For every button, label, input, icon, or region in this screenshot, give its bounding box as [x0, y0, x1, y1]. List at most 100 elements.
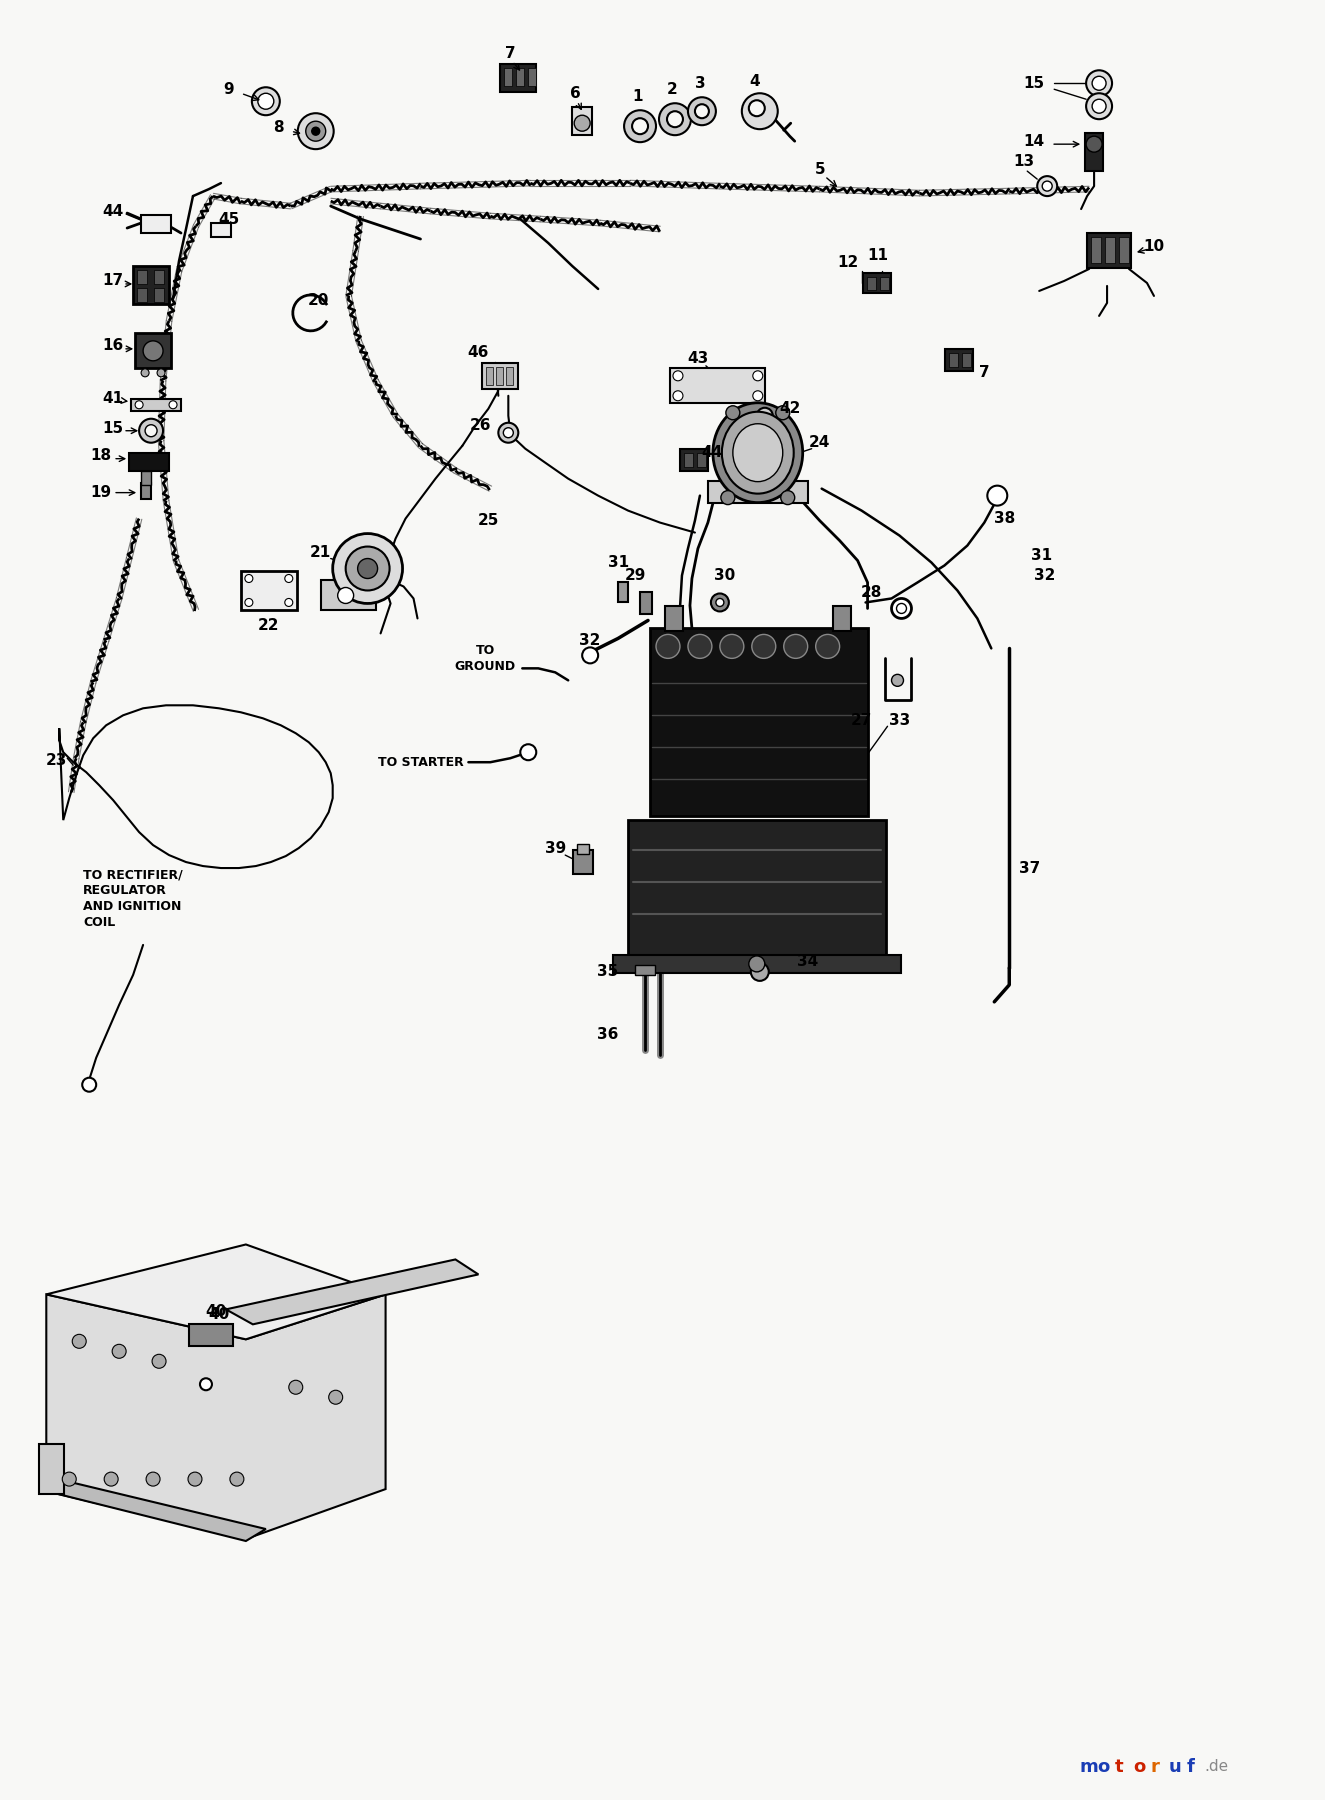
- Text: .de: .de: [1204, 1759, 1230, 1775]
- Text: 42: 42: [779, 401, 800, 416]
- Text: 36: 36: [598, 1028, 619, 1042]
- Text: 32: 32: [579, 634, 600, 648]
- Bar: [640, 592, 652, 614]
- Circle shape: [158, 369, 166, 376]
- Circle shape: [188, 1472, 201, 1487]
- Polygon shape: [227, 1260, 478, 1325]
- Circle shape: [329, 1390, 343, 1404]
- Bar: [1090, 238, 1101, 263]
- Circle shape: [719, 634, 743, 659]
- Circle shape: [1043, 182, 1052, 191]
- Text: 14: 14: [1024, 133, 1045, 149]
- Circle shape: [298, 113, 334, 149]
- Bar: [578, 844, 590, 853]
- Bar: [863, 274, 890, 293]
- Text: f: f: [1187, 1757, 1195, 1775]
- Bar: [136, 270, 147, 284]
- Bar: [321, 580, 375, 610]
- Text: 44: 44: [701, 445, 722, 461]
- Circle shape: [632, 119, 648, 135]
- Circle shape: [892, 598, 912, 619]
- Text: TO RECTIFIER/
REGULATOR
AND IGNITION
COIL: TO RECTIFIER/ REGULATOR AND IGNITION COI…: [83, 868, 183, 929]
- Circle shape: [152, 1354, 166, 1368]
- Text: 33: 33: [889, 713, 910, 727]
- Text: 5: 5: [815, 162, 825, 176]
- Bar: [574, 850, 594, 875]
- Bar: [241, 571, 297, 610]
- Text: 17: 17: [102, 274, 123, 288]
- Circle shape: [144, 425, 158, 437]
- Circle shape: [624, 110, 656, 142]
- Bar: [135, 333, 171, 367]
- Bar: [708, 481, 808, 502]
- Text: 30: 30: [714, 569, 735, 583]
- Circle shape: [897, 603, 906, 614]
- Text: 32: 32: [1034, 569, 1055, 583]
- Circle shape: [753, 371, 763, 382]
- Circle shape: [140, 369, 150, 376]
- Text: 2: 2: [666, 81, 677, 97]
- Circle shape: [892, 675, 904, 686]
- Bar: [486, 367, 493, 385]
- Text: 7: 7: [979, 365, 990, 380]
- Circle shape: [504, 428, 513, 437]
- Circle shape: [311, 128, 319, 135]
- Bar: [517, 68, 525, 86]
- Bar: [129, 452, 170, 470]
- Text: 19: 19: [90, 486, 111, 500]
- Circle shape: [780, 491, 795, 504]
- Circle shape: [231, 1472, 244, 1487]
- Circle shape: [139, 419, 163, 443]
- Circle shape: [285, 574, 293, 583]
- Text: 40: 40: [208, 1307, 229, 1321]
- Text: 4: 4: [750, 74, 761, 88]
- Circle shape: [338, 587, 354, 603]
- Circle shape: [673, 371, 682, 382]
- Bar: [665, 607, 682, 632]
- Text: 46: 46: [468, 346, 489, 360]
- Bar: [962, 353, 971, 367]
- Text: 31: 31: [608, 554, 628, 571]
- Circle shape: [113, 1345, 126, 1359]
- Bar: [131, 400, 182, 410]
- Circle shape: [987, 486, 1007, 506]
- Bar: [529, 68, 537, 86]
- Text: 26: 26: [469, 418, 492, 434]
- Polygon shape: [46, 1294, 386, 1539]
- Bar: [651, 628, 868, 815]
- Text: 44: 44: [102, 203, 123, 218]
- Circle shape: [1086, 70, 1112, 95]
- Polygon shape: [46, 1244, 386, 1339]
- Text: 31: 31: [1031, 547, 1052, 563]
- Circle shape: [143, 340, 163, 360]
- Circle shape: [498, 423, 518, 443]
- Bar: [867, 277, 876, 290]
- Text: 12: 12: [837, 256, 859, 270]
- Circle shape: [784, 634, 808, 659]
- Bar: [697, 452, 706, 466]
- Circle shape: [200, 1379, 212, 1390]
- Circle shape: [245, 574, 253, 583]
- Ellipse shape: [713, 403, 803, 502]
- Bar: [497, 367, 504, 385]
- Circle shape: [346, 547, 390, 590]
- Text: 21: 21: [310, 545, 331, 560]
- Text: o: o: [1097, 1757, 1109, 1775]
- Text: 28: 28: [861, 585, 882, 599]
- Bar: [572, 108, 592, 135]
- Text: 6: 6: [570, 86, 580, 101]
- Ellipse shape: [722, 412, 794, 493]
- Bar: [140, 470, 151, 484]
- Circle shape: [73, 1334, 86, 1348]
- Bar: [136, 288, 147, 302]
- Text: t: t: [1116, 1757, 1124, 1775]
- Circle shape: [712, 594, 729, 612]
- Circle shape: [688, 634, 712, 659]
- Circle shape: [694, 104, 709, 119]
- Circle shape: [749, 101, 765, 117]
- Text: 38: 38: [994, 511, 1015, 526]
- Bar: [154, 270, 164, 284]
- Bar: [1105, 238, 1116, 263]
- Circle shape: [751, 963, 768, 981]
- Bar: [628, 821, 885, 956]
